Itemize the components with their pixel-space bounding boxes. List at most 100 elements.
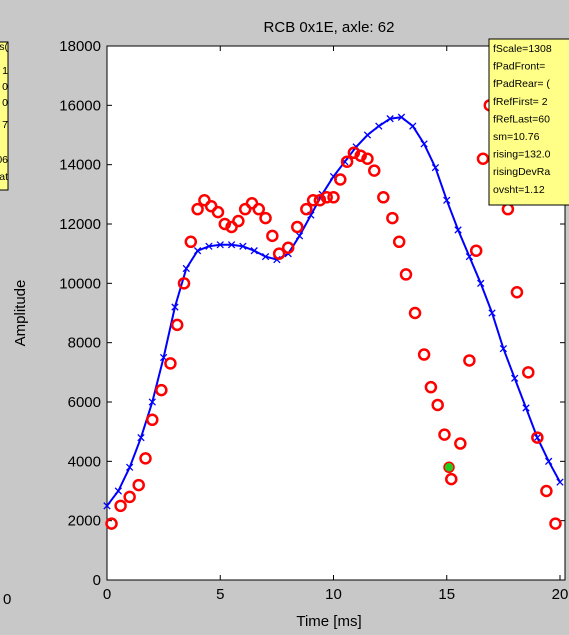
red-series-point: [139, 452, 152, 465]
left-annotation-line: 0: [2, 97, 8, 109]
left-panel-tick-zero: 0: [3, 591, 11, 608]
blue-series-marker: [556, 478, 564, 486]
red-series-point: [132, 478, 145, 492]
red-series-point: [281, 241, 295, 254]
blue-series-marker: [375, 122, 383, 130]
blue-series-marker: [409, 122, 417, 130]
red-series-point: [368, 164, 381, 177]
left-annotation-line: 7: [2, 119, 8, 131]
red-series-point: [476, 152, 490, 165]
red-series-point: [549, 517, 562, 530]
red-series-point: [184, 235, 198, 249]
red-series-point: [377, 191, 390, 204]
blue-series-marker: [443, 196, 451, 204]
red-series-point: [347, 146, 361, 160]
red-series-point: [272, 247, 286, 260]
blue-series-marker: [182, 264, 190, 273]
blue-series-marker: [148, 398, 156, 406]
chart-title: RCB 0x1E, axle: 62: [264, 19, 395, 36]
left-annotation-text: s(1 0 0 7 06 at: [0, 41, 9, 183]
red-series-point: [327, 191, 340, 204]
y-axis-label: Amplitude: [12, 280, 29, 347]
blue-series-marker: [488, 309, 496, 317]
red-series-point: [334, 173, 347, 186]
blue-series-marker: [522, 404, 530, 412]
annotation-line: fScale=1308: [493, 43, 552, 55]
red-series-point: [123, 490, 136, 504]
blue-series-marker: [227, 241, 236, 249]
red-series-point: [252, 202, 266, 216]
blue-series-marker: [454, 226, 462, 234]
y-tick-label: 2000: [68, 513, 101, 530]
annotation-text: fScale=1308 fPadFront= fPadRear= ( fRefFirs…: [493, 43, 552, 196]
annotation-line: fRefLast=60: [493, 113, 550, 125]
red-series-point: [259, 211, 272, 225]
x-tick-label: 10: [325, 586, 342, 603]
red-series-point: [417, 348, 431, 361]
x-axis-ticks: 0 5 10 15 20: [103, 46, 568, 603]
blue-series-marker: [397, 113, 406, 121]
annotation-line: sm=10.76: [493, 131, 540, 143]
red-series-point: [540, 484, 553, 498]
red-series-point: [114, 499, 127, 513]
blue-series-marker: [431, 163, 440, 172]
red-series-point: [392, 235, 406, 249]
y-tick-label: 0: [93, 572, 101, 589]
red-series-point: [531, 431, 544, 444]
blue-series-marker: [216, 241, 224, 249]
blue-series-marker: [171, 303, 179, 311]
y-tick-label: 12000: [59, 216, 101, 233]
blue-series-marker: [137, 433, 145, 442]
series-layer: [103, 99, 564, 530]
green-highlight-point: [443, 461, 455, 474]
left-annotation-box: [0, 41, 9, 191]
blue-series-marker: [295, 232, 304, 240]
red-series-point: [105, 517, 118, 530]
y-tick-label: 10000: [59, 275, 101, 292]
red-series-point: [510, 285, 524, 299]
blue-series-marker: [363, 131, 372, 139]
blue-series-marker: [205, 242, 213, 250]
blue-series-marker: [125, 463, 134, 471]
red-series-point: [386, 211, 399, 225]
blue-series-marker: [420, 140, 428, 148]
x-tick-label: 0: [103, 586, 111, 603]
left-annotation-line: at: [0, 171, 8, 183]
blue-series-marker: [499, 344, 508, 353]
left-annotation-line: 0: [2, 81, 8, 93]
blue-series-marker: [114, 487, 122, 495]
annotation-line: fPadRear= (: [493, 78, 550, 90]
red-series-point: [218, 217, 232, 231]
y-tick-label: 14000: [59, 157, 101, 174]
blue-series-marker: [511, 374, 519, 382]
blue-series-marker: [239, 242, 247, 250]
y-tick-label: 6000: [68, 394, 101, 411]
y-tick-label: 8000: [68, 335, 101, 352]
y-tick-label: 16000: [59, 97, 101, 114]
x-axis-label: Time [ms]: [296, 613, 361, 630]
annotation-line: fRefFirst= 2: [493, 96, 548, 108]
red-series-point: [291, 220, 304, 234]
red-series-point: [438, 428, 451, 441]
red-series-point: [300, 202, 313, 216]
y-tick-label: 4000: [68, 453, 101, 470]
annotation-line: rising=132.0: [493, 149, 551, 161]
red-series-point: [408, 306, 422, 320]
red-series-point: [431, 398, 444, 412]
red-series-point: [522, 366, 535, 379]
red-series-point: [146, 413, 159, 427]
annotation-line: fPadFront=: [493, 61, 545, 73]
x-tick-label: 5: [216, 586, 224, 603]
red-series-point: [454, 437, 467, 450]
red-series-point: [320, 191, 333, 204]
red-series-point: [399, 268, 413, 281]
left-panel-background: [0, 0, 11, 635]
annotation-line: ovsht=1.12: [493, 184, 545, 196]
blue-series-marker: [103, 502, 111, 510]
red-series-point: [354, 149, 367, 163]
red-series-point: [232, 214, 245, 228]
y-tick-label: 18000: [59, 38, 101, 55]
blue-series-marker: [261, 252, 270, 261]
blue-series-marker: [193, 247, 202, 255]
